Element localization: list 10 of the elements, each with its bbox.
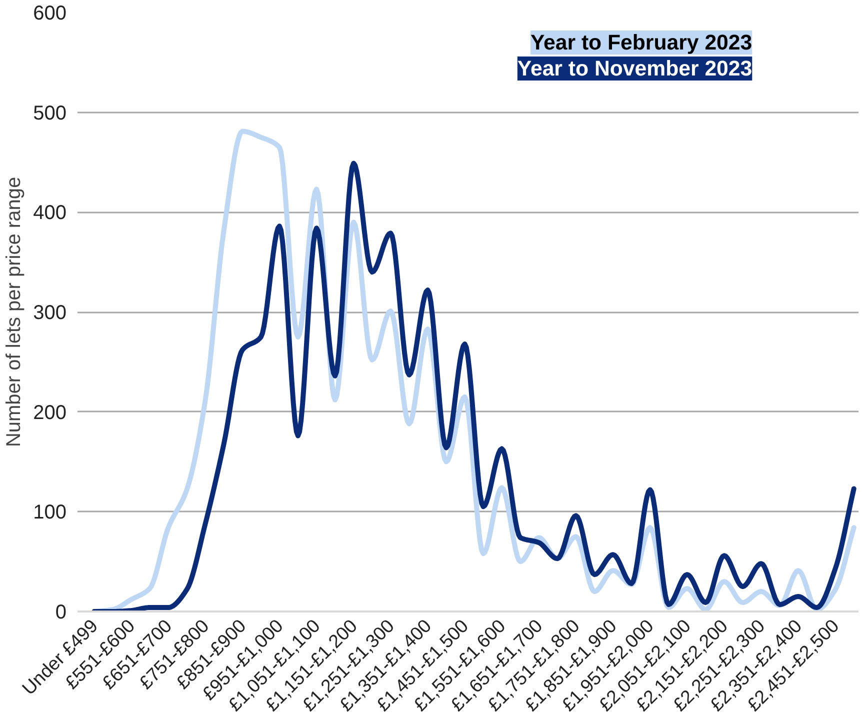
y-axis-title: Number of lets per price range — [3, 176, 26, 448]
y-tick-label: 100 — [33, 502, 67, 524]
text: Year to November 2023 — [517, 56, 752, 81]
y-tick-label: 200 — [33, 402, 67, 424]
y-tick-label: 400 — [33, 202, 67, 224]
y-tick-label: 500 — [33, 102, 67, 124]
text: Year to February 2023 — [530, 30, 752, 54]
y-tick-label: 600 — [33, 2, 67, 24]
y-tick-label: 300 — [33, 302, 67, 324]
y-tick-label: 0 — [55, 602, 66, 624]
